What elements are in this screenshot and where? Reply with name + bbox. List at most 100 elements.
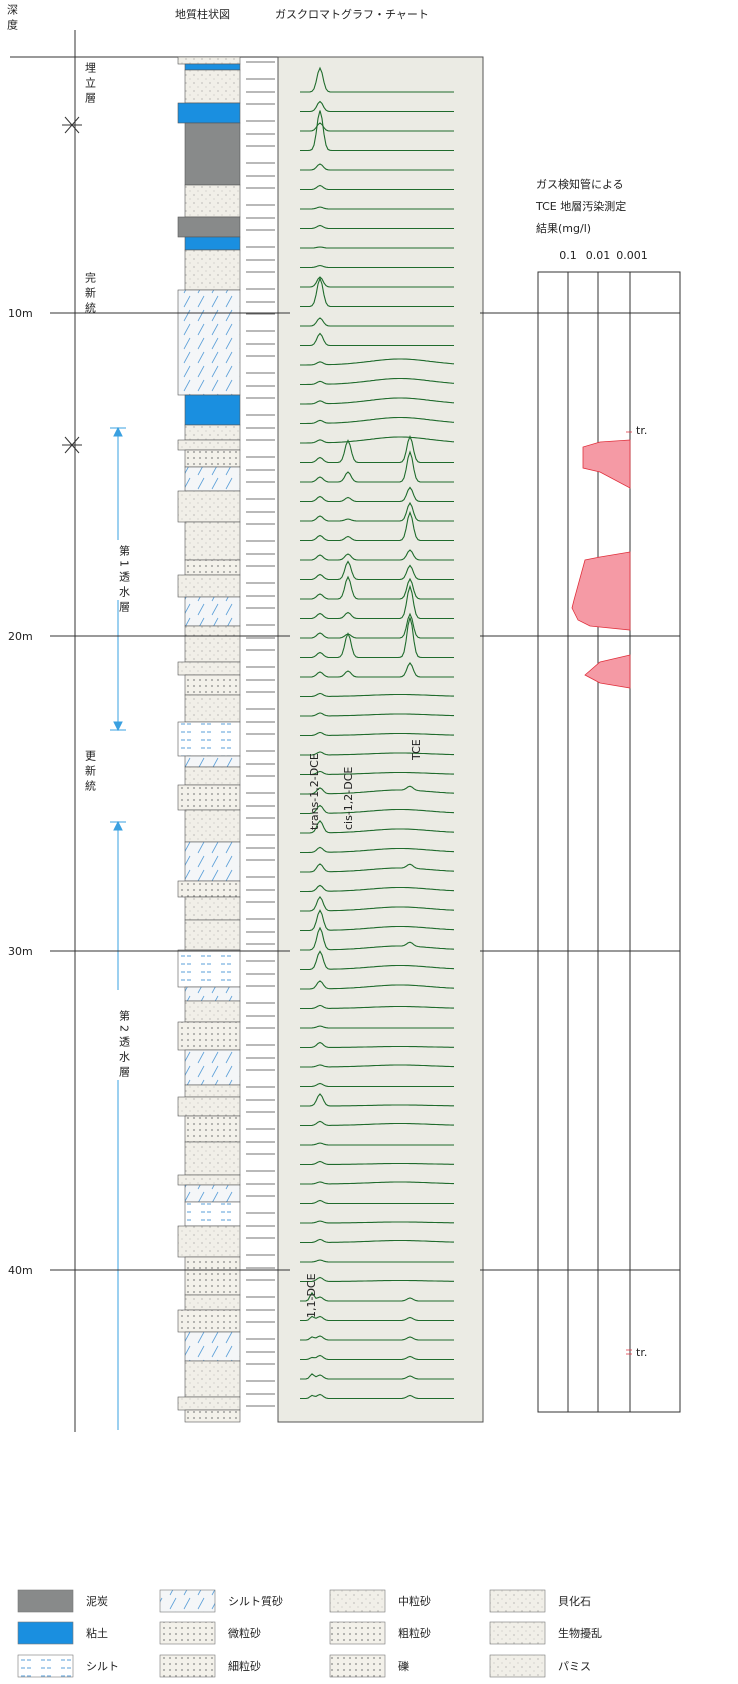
stratum-label: 第2透水層 (118, 1009, 131, 1081)
legend-label: 泥炭 (86, 1595, 108, 1608)
stratum (185, 1116, 240, 1142)
stratum (178, 950, 240, 987)
stratum (178, 57, 240, 64)
legend-swatch (330, 1655, 385, 1677)
stratum (185, 1185, 240, 1202)
stratum (185, 597, 240, 626)
stratum (178, 785, 240, 810)
legend-swatch (160, 1655, 215, 1677)
legend-swatch (490, 1622, 545, 1644)
column-title: 地質柱状図 (175, 7, 230, 21)
stratum (178, 575, 240, 597)
stratum (185, 987, 240, 1001)
peak-label: 1,1-DCE (305, 1273, 318, 1318)
stratum-label: 完新統 (84, 271, 97, 317)
stratum (185, 1142, 240, 1175)
legend-swatch (18, 1590, 73, 1612)
stratum (178, 1226, 240, 1257)
stratum (185, 1085, 240, 1097)
legend-swatch (490, 1655, 545, 1677)
stratum (178, 217, 240, 237)
stratum (185, 425, 240, 440)
gas-title: TCE 地層汚染測定 (535, 199, 626, 213)
depth-tick-label: 10m (8, 307, 33, 320)
stratum (178, 662, 240, 675)
stratum (185, 560, 240, 575)
stratum (185, 810, 240, 842)
figure: 深度 地質柱状図 ガスクロマトグラフ・チャート 埋立層 完新統 更新統 第1透水… (0, 0, 738, 1684)
stratum (185, 522, 240, 560)
stratum (178, 722, 240, 756)
stratum (185, 185, 240, 217)
stratum (185, 123, 240, 185)
legend-label: シルト (86, 1660, 119, 1673)
stratum-label: 埋立層 (84, 62, 97, 107)
stratum (178, 1097, 240, 1116)
stratum (185, 1050, 240, 1085)
stratum (185, 767, 240, 785)
stratum (185, 1332, 240, 1361)
stratum (178, 1175, 240, 1185)
stratum (178, 440, 240, 450)
stratum (185, 920, 240, 950)
stratum (178, 1022, 240, 1050)
legend-label: シルト質砂 (228, 1594, 283, 1608)
stratum (185, 1257, 240, 1295)
legend-label: 微粒砂 (228, 1626, 261, 1640)
stratum (185, 395, 240, 425)
stratum (178, 1397, 240, 1410)
gas-title: ガス検知管による (536, 177, 624, 191)
trace-label: tr. (636, 424, 647, 437)
legend-swatch (330, 1590, 385, 1612)
stratum (185, 467, 240, 491)
legend-label: 粗粒砂 (398, 1626, 431, 1640)
stratum (178, 881, 240, 897)
chart-title: ガスクロマトグラフ・チャート (275, 7, 429, 21)
depth-tick-label: 20m (8, 630, 33, 643)
peak-label: trans-1,2-DCE (308, 753, 321, 830)
legend-label: 貝化石 (558, 1594, 591, 1608)
stratum (185, 1001, 240, 1022)
scale-label: 0.1 (559, 249, 577, 262)
stratum (185, 897, 240, 920)
legend-swatch (18, 1622, 73, 1644)
depth-tick-label: 30m (8, 945, 33, 958)
stratum (185, 70, 240, 103)
stratum (185, 1361, 240, 1397)
depth-label: 深度 (6, 4, 19, 34)
depth-tick-label: 40m (8, 1264, 33, 1277)
scale-label: 0.01 (586, 249, 611, 262)
legend-label: 中粒砂 (398, 1594, 431, 1608)
stratum (185, 842, 240, 881)
markers (62, 117, 82, 453)
stratum (185, 1202, 240, 1226)
stratum (185, 1410, 240, 1422)
column (178, 57, 275, 1422)
stratum (185, 237, 240, 250)
legend-swatch (18, 1655, 73, 1677)
legend-swatch (330, 1622, 385, 1644)
legend-label: パミス (558, 1660, 591, 1673)
legend-swatch (490, 1590, 545, 1612)
stratum (178, 491, 240, 522)
legend-label: 粘土 (86, 1626, 108, 1640)
legend-label: 細粒砂 (228, 1659, 261, 1673)
trace-label: tr. (636, 1346, 647, 1359)
stratum (178, 103, 240, 123)
scale-label: 0.001 (616, 249, 648, 262)
stratum (178, 290, 240, 395)
gas-title: 結果(mg/l) (536, 221, 591, 235)
stratum (185, 756, 240, 767)
legend-swatch (160, 1622, 215, 1644)
stratum (185, 250, 240, 290)
stratum (178, 1310, 240, 1332)
peak-label: cis-1,2-DCE (342, 767, 355, 830)
legend-label: 礫 (398, 1659, 409, 1673)
stratum (185, 675, 240, 695)
stratum (185, 626, 240, 662)
stratum-label: 第1透水層 (118, 544, 131, 616)
stratum (185, 450, 240, 467)
legend-label: 生物擾乱 (558, 1626, 602, 1640)
legend-swatch (160, 1590, 215, 1612)
